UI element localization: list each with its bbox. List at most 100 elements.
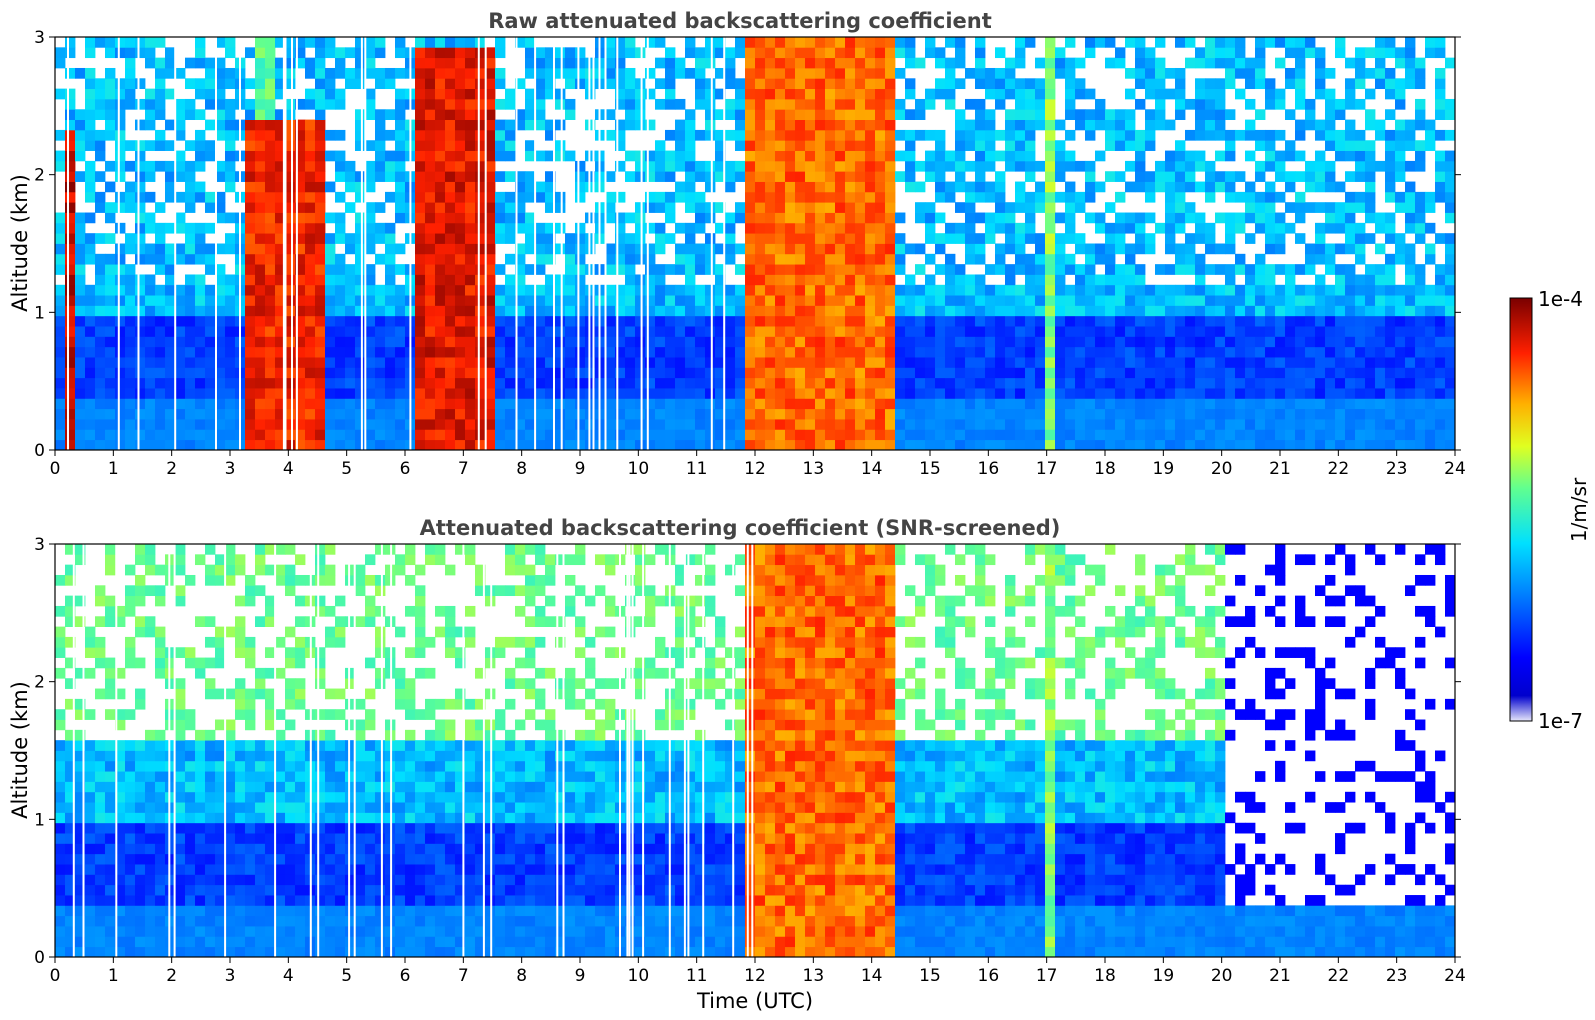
heatmap-cell [255, 419, 266, 430]
heatmap-cell [905, 377, 916, 389]
heatmap-cell [155, 439, 166, 451]
heatmap-cell [1395, 233, 1406, 244]
heatmap-cell [505, 202, 516, 213]
heatmap-cell [1275, 429, 1286, 441]
heatmap-cell [775, 439, 786, 451]
heatmap-cell [315, 274, 326, 286]
heatmap-cell [575, 47, 586, 59]
heatmap-cell [875, 295, 886, 306]
heatmap-cell [1345, 129, 1356, 141]
heatmap-cell [975, 253, 986, 265]
heatmap-cell [725, 398, 736, 410]
heatmap-cell [365, 171, 376, 182]
heatmap-cell [105, 202, 116, 213]
heatmap-cell [465, 253, 476, 265]
heatmap-cell [825, 119, 836, 131]
heatmap-cell [1365, 264, 1376, 275]
heatmap-cell [1185, 419, 1196, 430]
heatmap-cell [85, 98, 96, 110]
heatmap-cell [345, 439, 356, 451]
heatmap-cell [75, 295, 86, 306]
heatmap-cell [1285, 47, 1296, 59]
heatmap-cell [965, 439, 976, 451]
heatmap-cell [145, 37, 156, 48]
heatmap-cell [1325, 202, 1336, 213]
heatmap-cell [815, 305, 826, 317]
heatmap-cell [655, 408, 666, 420]
x-tick-label: 19 [1153, 459, 1175, 479]
data-gap-streak [616, 37, 619, 450]
heatmap-cell [105, 160, 116, 172]
heatmap-cell [1075, 398, 1086, 410]
heatmap-cell [975, 233, 986, 244]
heatmap-cell [1015, 439, 1026, 451]
heatmap-cell [795, 109, 806, 120]
heatmap-cell [1345, 171, 1356, 182]
heatmap-cell [55, 367, 66, 379]
heatmap-cell [1275, 439, 1286, 451]
heatmap-cell [685, 305, 696, 317]
heatmap-cell [1015, 398, 1026, 410]
heatmap-cell [1175, 243, 1186, 255]
heatmap-cell [565, 274, 576, 286]
heatmap-cell [195, 150, 206, 162]
heatmap-cell [905, 150, 916, 162]
heatmap-cell [1075, 57, 1086, 69]
heatmap-cell [1245, 67, 1256, 79]
heatmap-cell [655, 284, 666, 296]
heatmap-cell [895, 336, 906, 348]
heatmap-cell [1125, 419, 1136, 430]
heatmap-cell [615, 243, 626, 255]
heatmap-cell [885, 129, 896, 141]
heatmap-cell [955, 388, 966, 399]
heatmap-cell [485, 398, 496, 410]
heatmap-cell [1055, 295, 1066, 306]
heatmap-cell [435, 140, 446, 151]
heatmap-cell [1395, 429, 1406, 441]
heatmap-cell [1405, 408, 1416, 420]
heatmap-cell [885, 336, 896, 348]
heatmap-cell [845, 212, 856, 224]
heatmap-cell [685, 388, 696, 399]
heatmap-cell [995, 398, 1006, 410]
heatmap-cell [1365, 181, 1376, 193]
heatmap-cell [815, 160, 826, 172]
heatmap-cell [285, 57, 296, 69]
heatmap-cell [1175, 336, 1186, 348]
heatmap-cell [55, 874, 66, 886]
heatmap-cell [1415, 346, 1426, 358]
heatmap-cell [805, 67, 816, 79]
heatmap-cell [1425, 398, 1436, 410]
heatmap-cell [375, 140, 386, 151]
heatmap-cell [75, 140, 86, 151]
heatmap-cell [1035, 191, 1046, 203]
heatmap-cell [65, 150, 76, 162]
heatmap-cell [975, 160, 986, 172]
heatmap-cell [545, 47, 556, 59]
heatmap-cell [615, 377, 626, 389]
heatmap-cell [795, 315, 806, 327]
heatmap-cell [315, 388, 326, 399]
heatmap-cell [1105, 326, 1116, 337]
heatmap-cell [115, 874, 126, 886]
heatmap-cell [705, 109, 716, 120]
heatmap-cell [1235, 171, 1246, 182]
heatmap-cell [105, 802, 116, 813]
heatmap-cell [1445, 408, 1456, 420]
heatmap-cell [635, 377, 646, 389]
heatmap-cell [315, 326, 326, 337]
heatmap-cell [805, 346, 816, 358]
heatmap-cell [635, 284, 646, 296]
heatmap-cell [935, 315, 946, 327]
heatmap-cell [285, 243, 296, 255]
heatmap-cell [975, 191, 986, 203]
heatmap-cell [785, 388, 796, 399]
heatmap-cell [515, 419, 526, 430]
heatmap-cell [255, 326, 266, 337]
heatmap-cell [565, 367, 576, 379]
heatmap-cell [435, 243, 446, 255]
heatmap-cell [925, 295, 936, 306]
heatmap-cell [435, 305, 446, 317]
heatmap-cell [1385, 264, 1396, 275]
heatmap-cell [525, 305, 536, 317]
